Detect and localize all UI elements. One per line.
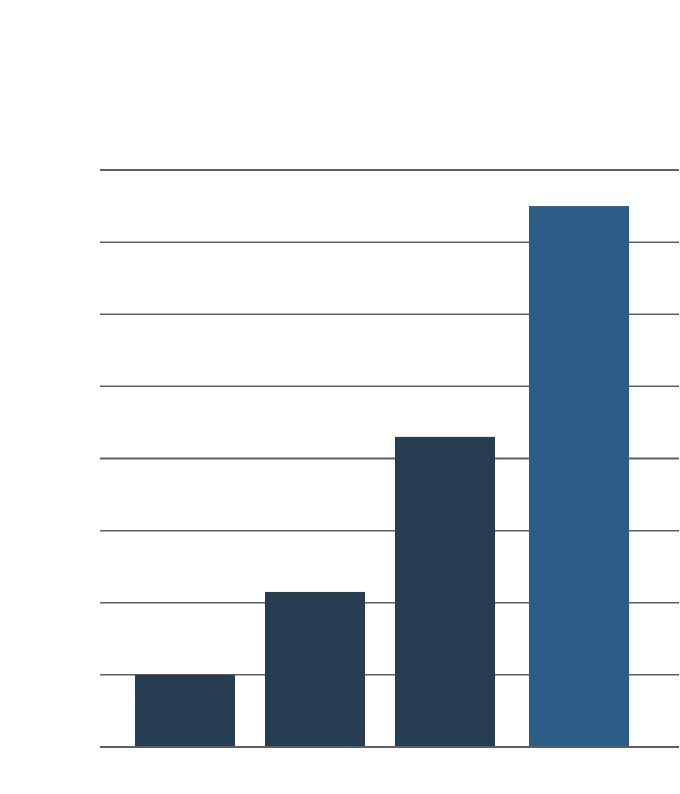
grid-layer [100,169,679,676]
bar-3 [395,436,495,747]
bar-4 [529,206,629,747]
bar-1 [135,674,235,747]
bar-layer [135,206,629,747]
bar-2 [265,591,365,747]
